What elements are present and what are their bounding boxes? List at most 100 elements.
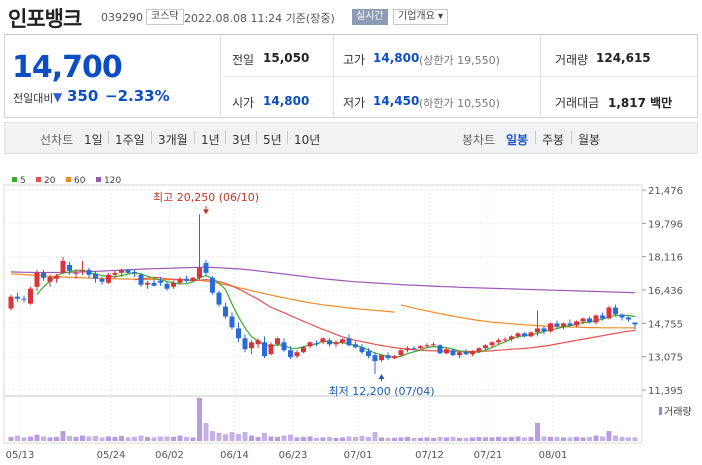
volume-bar bbox=[106, 436, 111, 441]
candle-body bbox=[561, 323, 566, 327]
legend-label: 5 bbox=[20, 176, 26, 186]
candle-body bbox=[73, 272, 79, 274]
candle-body bbox=[184, 278, 189, 281]
volume-bar bbox=[470, 437, 475, 441]
candle-body bbox=[67, 264, 72, 271]
stock-name: 인포뱅크 bbox=[8, 7, 82, 31]
volume-bar bbox=[580, 437, 586, 441]
candle-body bbox=[353, 344, 358, 348]
candle-body bbox=[437, 345, 443, 354]
volume-bar bbox=[314, 437, 319, 441]
legend-swatch bbox=[36, 177, 41, 182]
candle-body bbox=[398, 350, 404, 356]
candle-body bbox=[262, 342, 267, 357]
period-1y[interactable]: 1년 bbox=[201, 133, 220, 147]
toolbar-separator bbox=[571, 131, 572, 144]
candle-body bbox=[470, 351, 475, 355]
candle-body bbox=[476, 348, 482, 352]
volume-bar bbox=[112, 436, 118, 441]
candle-monthly[interactable]: 월봉 bbox=[578, 133, 601, 147]
volume-bar bbox=[177, 435, 183, 441]
candle-body bbox=[580, 318, 586, 322]
candle-body bbox=[509, 336, 514, 340]
candle-body bbox=[236, 328, 241, 339]
period-1w[interactable]: 1주일 bbox=[115, 133, 145, 147]
volume-legend-label: 거래량 bbox=[664, 406, 692, 418]
candle-body bbox=[483, 345, 488, 349]
volume-bar bbox=[15, 435, 20, 441]
volume-bar bbox=[54, 436, 59, 441]
volume-bar bbox=[229, 431, 235, 441]
period-3y[interactable]: 3년 bbox=[232, 133, 251, 147]
candle-body bbox=[41, 272, 46, 278]
candle-body bbox=[522, 333, 527, 337]
candle-body bbox=[190, 277, 196, 281]
y-tick-label: 18,116 bbox=[648, 253, 683, 264]
legend-label: 20 bbox=[44, 176, 56, 186]
candle-body bbox=[197, 267, 202, 278]
period-3m[interactable]: 3개월 bbox=[158, 133, 188, 147]
change-label: 전일대비 bbox=[13, 92, 54, 105]
volume-bar bbox=[379, 437, 384, 441]
candle-body bbox=[515, 333, 521, 337]
volume-bar bbox=[385, 437, 391, 441]
x-tick-label: 07/01 bbox=[344, 450, 373, 461]
candle-body bbox=[216, 292, 222, 305]
open-label: 시가 bbox=[232, 96, 255, 110]
volume-bar bbox=[93, 436, 98, 441]
volume-bar bbox=[151, 437, 157, 441]
candle-body bbox=[112, 272, 118, 275]
change-percent: −2.33% bbox=[105, 87, 170, 105]
volume-bar bbox=[528, 436, 534, 441]
volume-bar bbox=[119, 436, 124, 441]
candle-body bbox=[223, 306, 228, 317]
candle-body bbox=[210, 277, 215, 293]
candle-body bbox=[307, 342, 313, 347]
candle-body bbox=[93, 273, 98, 279]
volume-bar bbox=[411, 437, 417, 441]
volume-bar bbox=[405, 436, 410, 441]
candle-body bbox=[613, 307, 618, 315]
candle-body bbox=[418, 346, 423, 349]
company-info-dropdown[interactable]: 기업개요 ▾ bbox=[393, 9, 448, 25]
volume-bar bbox=[457, 437, 462, 441]
volume-bar bbox=[548, 436, 553, 441]
candle-body bbox=[15, 296, 20, 299]
volume-bar bbox=[80, 435, 85, 441]
period-5y[interactable]: 5년 bbox=[263, 133, 282, 147]
candle-body bbox=[340, 339, 345, 343]
volume-bar bbox=[450, 436, 456, 441]
candle-body bbox=[229, 316, 235, 328]
volume-bar bbox=[320, 437, 326, 441]
chart-frame bbox=[3, 184, 643, 444]
candle-body bbox=[327, 340, 332, 345]
candle-chart-label: 봉차트 bbox=[462, 133, 496, 147]
volume-bar bbox=[132, 436, 137, 441]
volume-bar bbox=[99, 437, 105, 441]
period-1d[interactable]: 1일 bbox=[84, 133, 103, 147]
legend-label: 60 bbox=[74, 176, 86, 186]
candle-body bbox=[450, 350, 456, 356]
candle-weekly[interactable]: 주봉 bbox=[542, 133, 565, 147]
toolbar-separator bbox=[535, 131, 536, 144]
candle-body bbox=[21, 298, 27, 300]
volume-bar bbox=[619, 436, 625, 441]
candle-daily[interactable]: 일봉 bbox=[506, 133, 529, 147]
volume-bar bbox=[8, 436, 14, 441]
volume-label: 거래량 bbox=[555, 53, 589, 67]
page-header bbox=[0, 0, 702, 33]
candle-body bbox=[268, 344, 274, 355]
volume-bar bbox=[301, 436, 306, 441]
low-value: 14,450 bbox=[373, 94, 420, 108]
period-10y[interactable]: 10년 bbox=[294, 133, 321, 147]
candle-body bbox=[626, 317, 631, 320]
realtime-button[interactable]: 실시간 bbox=[352, 9, 388, 25]
candle-body bbox=[619, 314, 625, 318]
candle-body bbox=[587, 318, 592, 323]
trade-amount-value: 1,817 백만 bbox=[608, 96, 673, 110]
candle-body bbox=[489, 342, 495, 346]
volume-bar bbox=[392, 437, 397, 441]
volume-bar bbox=[509, 436, 514, 441]
volume-bar bbox=[236, 433, 241, 441]
